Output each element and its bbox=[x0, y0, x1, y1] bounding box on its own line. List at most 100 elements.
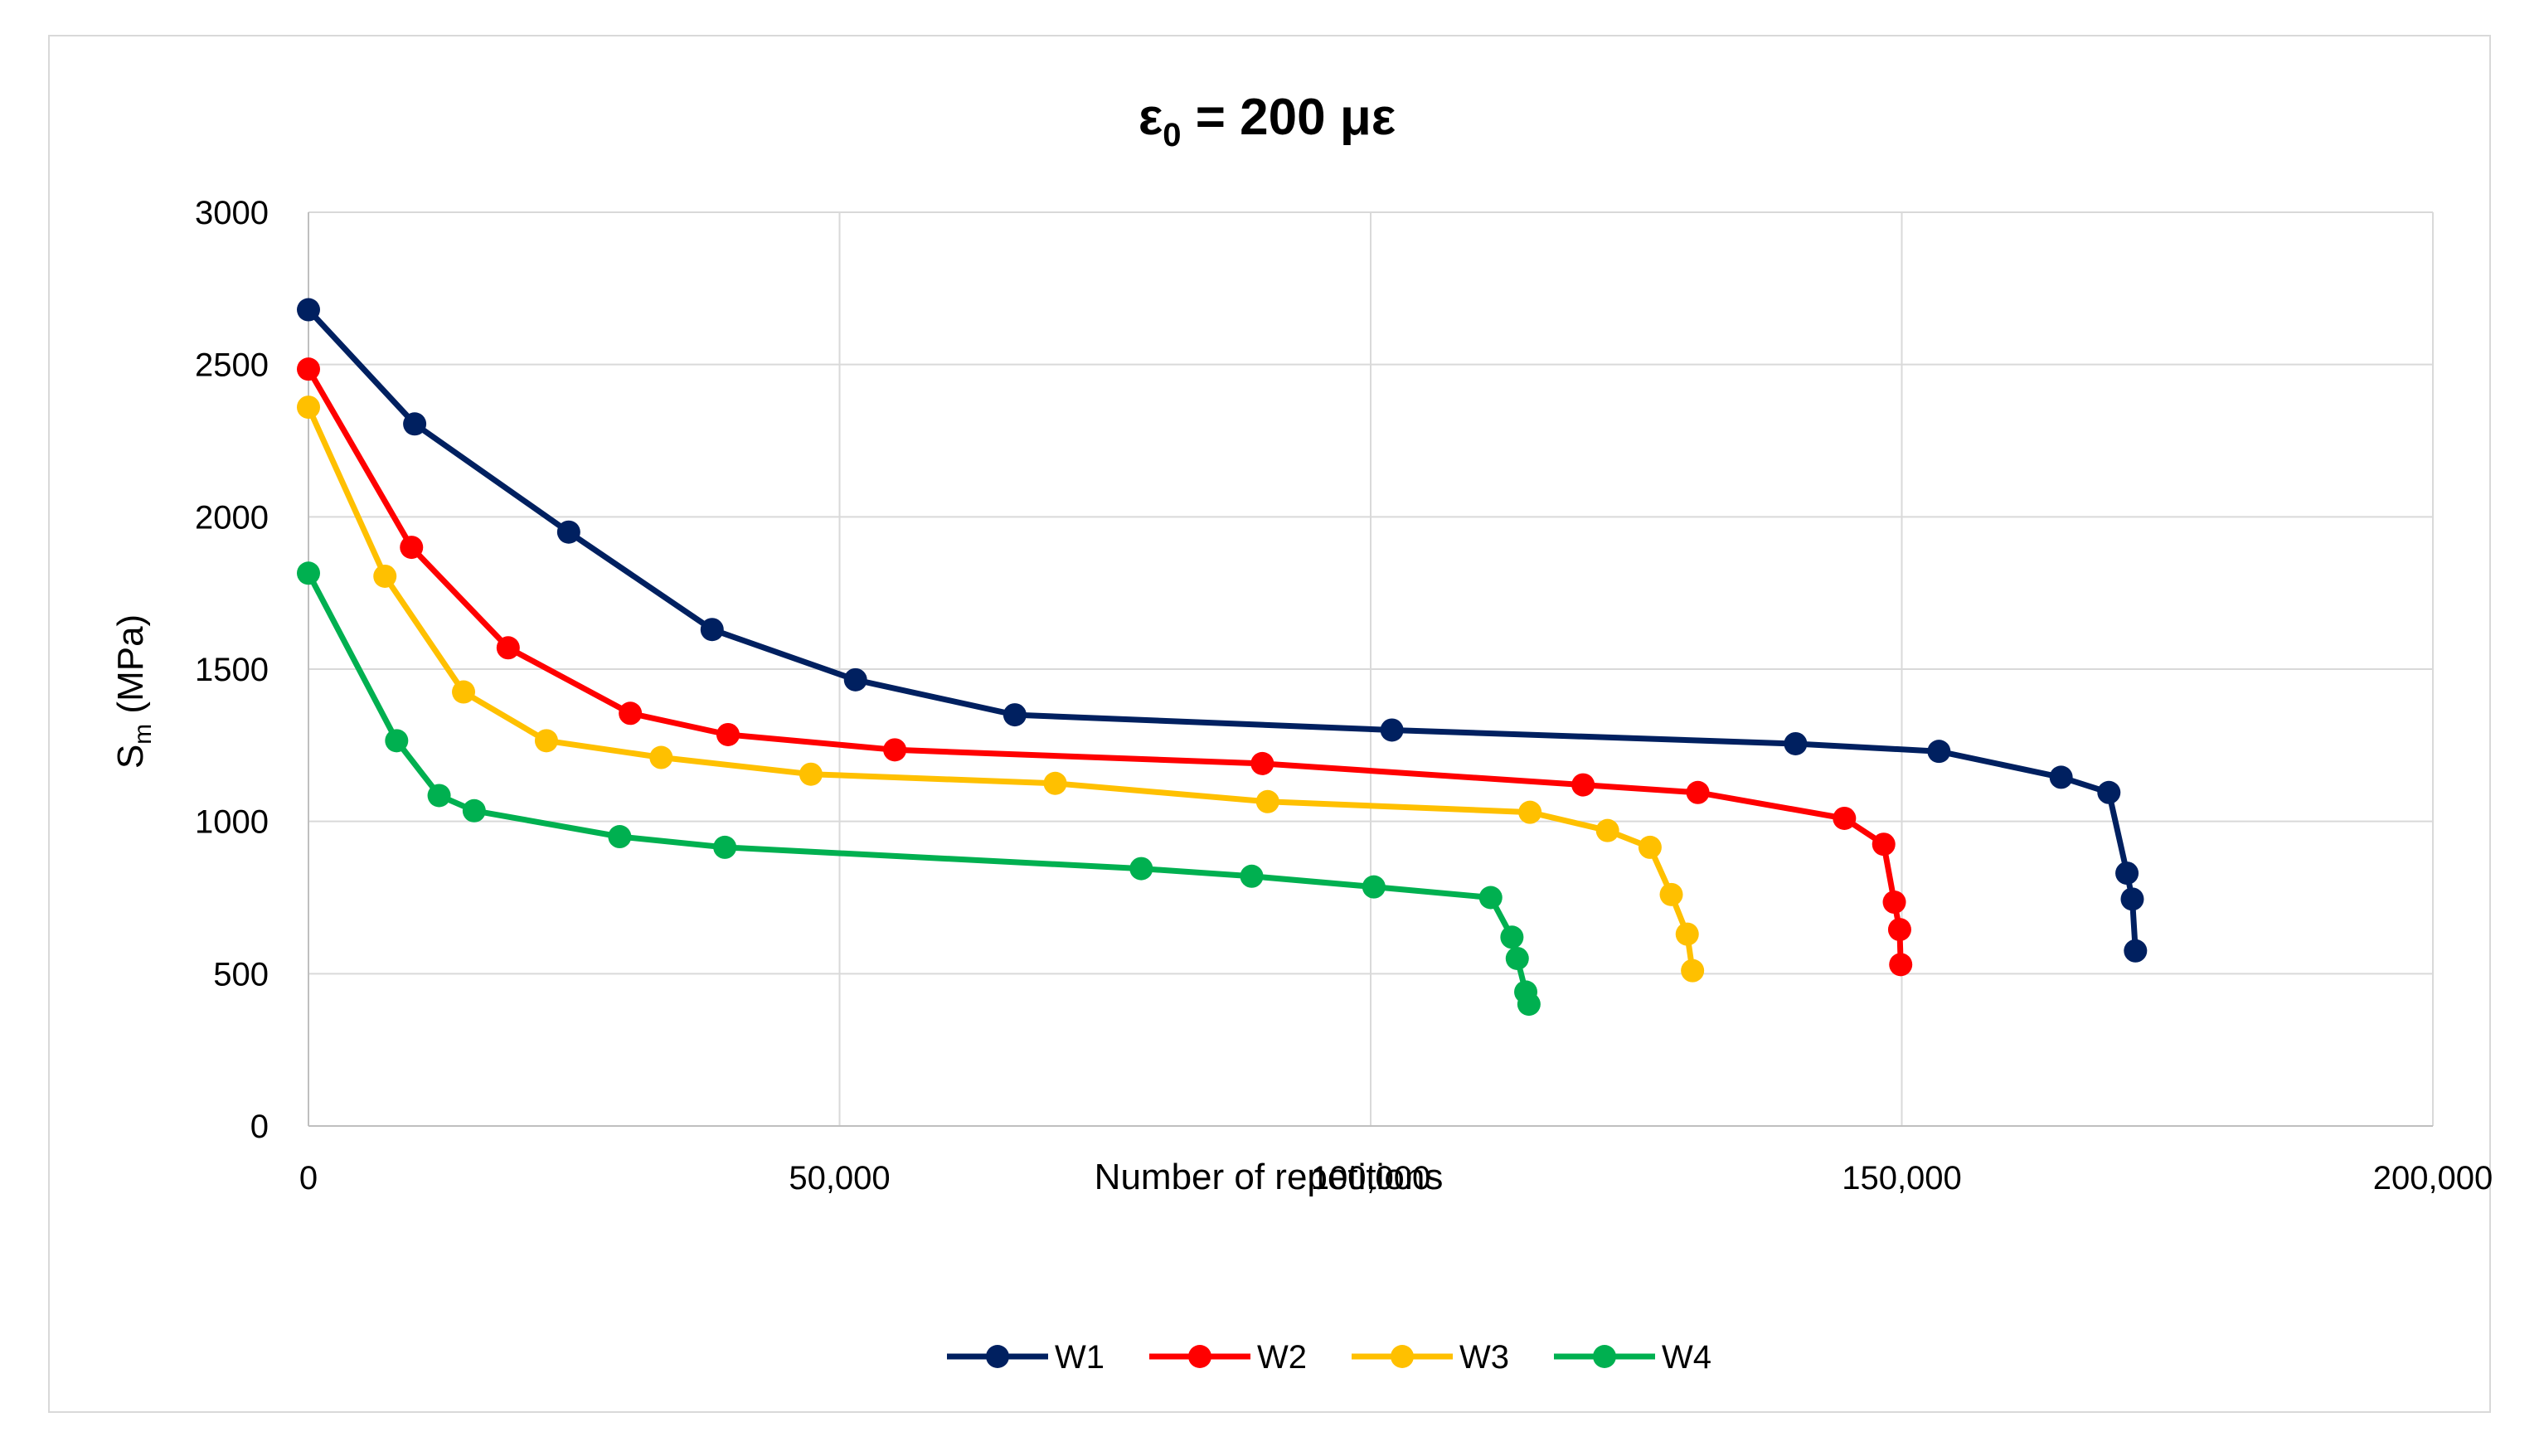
y-axis-title-rest: (MPa) bbox=[110, 614, 151, 724]
x-tick-label: 100,000 bbox=[1311, 1160, 1431, 1196]
y-axis-title-main: S bbox=[110, 745, 151, 769]
data-point-w2 bbox=[1882, 891, 1906, 915]
data-point-w1 bbox=[1927, 740, 1951, 764]
y-tick-label: 3000 bbox=[195, 195, 269, 231]
data-point-w2 bbox=[1833, 806, 1857, 830]
x-tick-label: 150,000 bbox=[1842, 1160, 1962, 1196]
data-point-w1 bbox=[2124, 939, 2148, 963]
legend-item-w4: W4 bbox=[1554, 1339, 1711, 1376]
data-point-w3 bbox=[1255, 789, 1279, 813]
data-point-w4 bbox=[1240, 864, 1264, 888]
series-w2 bbox=[297, 357, 1913, 977]
data-point-w3 bbox=[1518, 800, 1542, 824]
data-point-w3 bbox=[1675, 922, 1699, 946]
y-tick-label: 2000 bbox=[195, 499, 269, 536]
x-tick-label: 0 bbox=[299, 1160, 318, 1196]
data-point-w1 bbox=[297, 298, 320, 322]
legend-marker-w2 bbox=[1188, 1345, 1211, 1368]
data-point-w2 bbox=[1872, 832, 1896, 857]
data-point-w4 bbox=[1362, 875, 1386, 899]
data-point-w4 bbox=[608, 825, 632, 849]
data-point-w1 bbox=[700, 618, 724, 642]
data-point-w4 bbox=[713, 835, 737, 859]
series-line-w4 bbox=[305, 570, 1532, 1007]
x-tick-labels: 0 50,000 100,000 150,000 200,000 bbox=[299, 1160, 2493, 1196]
y-tick-label: 500 bbox=[213, 956, 269, 993]
gridlines bbox=[308, 211, 2434, 1126]
data-point-w1 bbox=[556, 520, 580, 544]
data-point-w1 bbox=[2115, 861, 2139, 886]
data-point-w4 bbox=[1505, 946, 1529, 970]
data-point-w2 bbox=[1250, 751, 1274, 775]
chart-title-subscript: 0 bbox=[1163, 117, 1181, 153]
series bbox=[297, 298, 2148, 1017]
data-point-w2 bbox=[496, 636, 520, 660]
legend-marker-w1 bbox=[986, 1345, 1009, 1368]
data-point-w4 bbox=[385, 729, 409, 753]
series-w1 bbox=[297, 298, 2148, 963]
legend-item-w1: W1 bbox=[947, 1339, 1105, 1376]
data-point-w3 bbox=[1681, 959, 1705, 983]
data-point-w1 bbox=[2120, 887, 2144, 911]
data-point-w2 bbox=[619, 701, 643, 726]
x-tick-label: 200,000 bbox=[2373, 1160, 2493, 1196]
data-point-w1 bbox=[403, 412, 427, 436]
legend-label-w2: W2 bbox=[1257, 1339, 1307, 1376]
data-point-w4 bbox=[1517, 993, 1541, 1017]
y-tick-label: 0 bbox=[250, 1109, 269, 1145]
y-tick-label: 1000 bbox=[195, 804, 269, 841]
data-point-w1 bbox=[1784, 731, 1808, 755]
chart-title-main: ε bbox=[1138, 89, 1163, 146]
data-point-w4 bbox=[1129, 857, 1153, 881]
y-tick-label: 2500 bbox=[195, 347, 269, 384]
data-point-w3 bbox=[799, 762, 823, 786]
x-axis-title: Number of repetitions bbox=[1095, 1157, 1444, 1197]
legend-marker-w4 bbox=[1593, 1345, 1616, 1368]
y-tick-labels: 0 500 1000 1500 2000 2500 3000 bbox=[195, 195, 269, 1145]
data-point-w3 bbox=[1638, 835, 1662, 859]
legend-label-w1: W1 bbox=[1055, 1339, 1105, 1376]
data-point-w1 bbox=[2097, 780, 2121, 804]
data-point-w4 bbox=[1478, 886, 1503, 910]
legend-item-w3: W3 bbox=[1352, 1339, 1509, 1376]
data-point-w2 bbox=[883, 738, 907, 762]
data-point-w2 bbox=[1686, 780, 1710, 804]
data-point-w4 bbox=[427, 784, 451, 808]
data-point-w4 bbox=[1500, 925, 1524, 949]
data-point-w2 bbox=[716, 722, 740, 746]
legend: W1 W2 W3 W4 bbox=[947, 1339, 1711, 1376]
series-w3 bbox=[297, 396, 1705, 983]
legend-label-w3: W3 bbox=[1459, 1339, 1509, 1376]
y-axis-title: Sm (MPa) bbox=[110, 614, 157, 769]
chart-title: ε0 = 200 με bbox=[1138, 89, 1396, 153]
data-point-w1 bbox=[1003, 703, 1027, 727]
data-point-w1 bbox=[843, 667, 867, 692]
data-point-w3 bbox=[452, 680, 476, 704]
x-tick-label: 50,000 bbox=[789, 1160, 890, 1196]
data-point-w2 bbox=[1887, 918, 1911, 942]
data-point-w3 bbox=[649, 745, 673, 769]
data-point-w2 bbox=[1571, 773, 1595, 797]
legend-item-w2: W2 bbox=[1149, 1339, 1307, 1376]
series-w4 bbox=[297, 561, 1541, 1017]
data-point-w1 bbox=[2049, 765, 2073, 789]
data-point-w3 bbox=[534, 729, 558, 753]
data-point-w4 bbox=[462, 798, 486, 823]
data-point-w4 bbox=[297, 561, 320, 585]
data-point-w1 bbox=[1380, 718, 1404, 742]
data-point-w3 bbox=[1043, 771, 1067, 795]
data-point-w3 bbox=[297, 396, 320, 420]
data-point-w3 bbox=[1659, 882, 1683, 906]
series-line-w1 bbox=[305, 307, 2139, 954]
data-point-w3 bbox=[1595, 818, 1619, 842]
data-point-w2 bbox=[297, 357, 320, 381]
y-axis-title-subscript: m bbox=[129, 724, 157, 745]
data-point-w3 bbox=[373, 564, 397, 588]
chart-title-rest: = 200 με bbox=[1182, 89, 1396, 146]
chart-frame: ε0 = 200 με 0 500 1000 1500 2000 2500 3000 0 50… bbox=[48, 35, 2493, 1413]
legend-label-w4: W4 bbox=[1662, 1339, 1711, 1376]
y-tick-label: 1500 bbox=[195, 652, 269, 688]
data-point-w2 bbox=[1889, 953, 1913, 977]
data-point-w2 bbox=[400, 536, 424, 560]
